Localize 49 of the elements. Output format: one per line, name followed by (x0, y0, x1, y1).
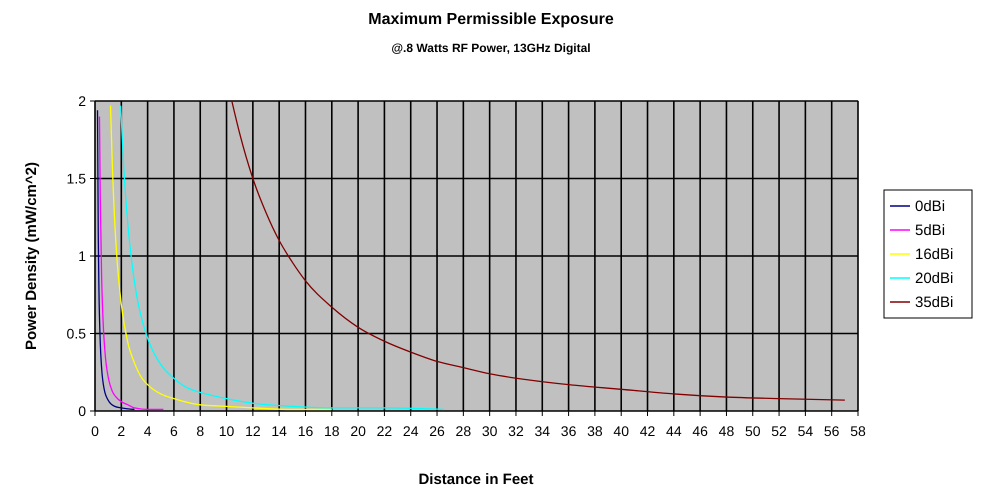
chart-subtitle: @.8 Watts RF Power, 13GHz Digital (391, 41, 591, 55)
x-tick-label: 42 (640, 423, 656, 439)
x-tick-label: 50 (744, 423, 761, 439)
x-tick-label: 52 (771, 423, 788, 439)
x-tick-label: 14 (271, 423, 288, 439)
y-tick-label: 1.5 (66, 170, 86, 186)
x-tick-label: 44 (666, 423, 682, 439)
y-tick-label: 0.5 (66, 326, 86, 342)
line-series (231, 100, 846, 401)
x-tick-label: 26 (429, 423, 446, 439)
legend-label: 20dBi (915, 270, 954, 287)
x-tick-label: 2 (117, 423, 126, 439)
x-tick-label: 32 (508, 423, 524, 439)
x-tick-label: 22 (376, 423, 392, 439)
x-tick-label: 38 (587, 423, 603, 439)
x-tick-label: 18 (324, 423, 340, 439)
legend-label: 5dBi (915, 222, 946, 239)
x-tick-label: 58 (850, 423, 866, 439)
x-tick-label: 10 (218, 423, 235, 439)
x-tick-label: 6 (170, 423, 178, 439)
y-axis-title: Power Density (mW/cm^2) (23, 162, 40, 350)
x-tick-label: 28 (456, 423, 472, 439)
x-tick-label: 40 (613, 423, 630, 439)
legend-label: 0dBi (915, 198, 946, 215)
x-tick-label: 16 (298, 423, 314, 439)
line-series (98, 116, 164, 410)
x-tick-label: 12 (245, 423, 261, 439)
x-tick-label: 8 (196, 423, 204, 439)
y-tick-label: 0 (78, 403, 86, 419)
y-tick-label: 2 (78, 93, 86, 109)
x-tick-label: 36 (560, 423, 577, 439)
line-series (120, 105, 444, 410)
x-tick-label: 46 (692, 423, 708, 439)
x-tick-label: 54 (798, 423, 814, 439)
x-axis-title: Distance in Feet (418, 471, 534, 488)
chart-title: Maximum Permissible Exposure (368, 11, 614, 28)
legend-label: 35dBi (915, 294, 954, 311)
line-series (96, 110, 136, 410)
x-tick-label: 24 (402, 423, 419, 439)
x-tick-label: 48 (718, 423, 734, 439)
x-tick-label: 20 (350, 423, 366, 439)
legend-label: 16dBi (915, 246, 954, 263)
x-tick-label: 4 (144, 423, 152, 439)
y-tick-label: 1 (78, 248, 86, 264)
line-series (110, 105, 332, 410)
x-tick-label: 30 (482, 423, 498, 439)
x-tick-label: 34 (534, 423, 550, 439)
x-tick-label: 56 (824, 423, 840, 439)
x-tick-label: 0 (91, 423, 100, 439)
